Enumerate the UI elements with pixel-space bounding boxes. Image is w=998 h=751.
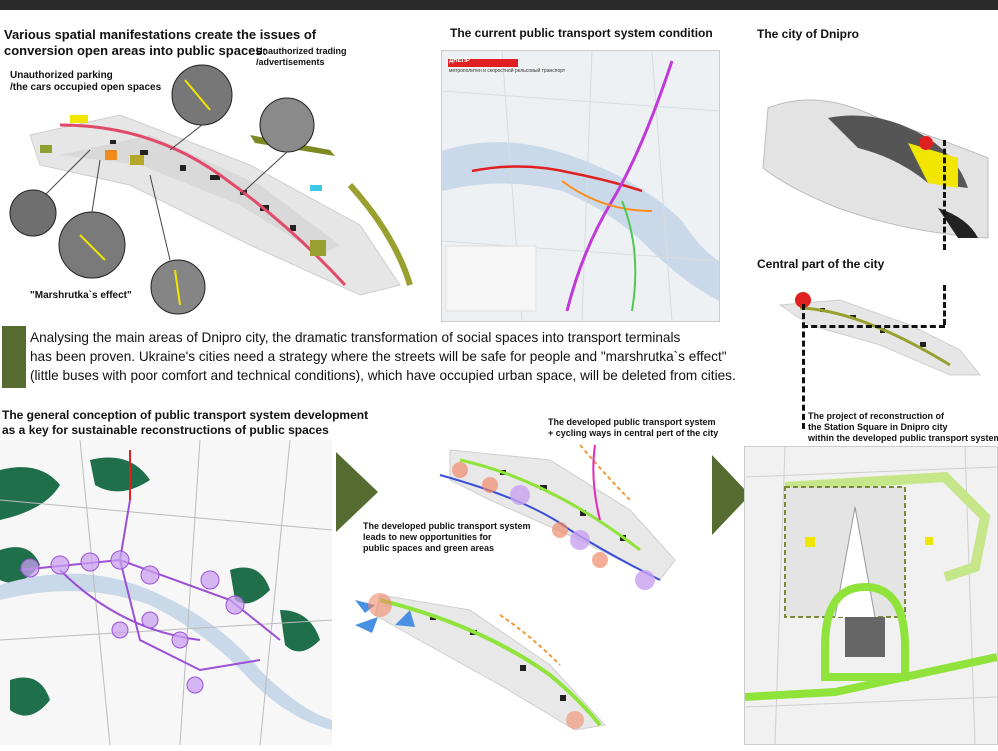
marshrutka-effect-label: "Marshrutka`s effect"	[30, 290, 132, 301]
issues-map	[0, 55, 420, 315]
connector-horizontal	[802, 325, 945, 328]
top-bar	[0, 0, 998, 10]
developed-cycling-1: The developed public transport system	[548, 417, 716, 427]
unauthorized-parking-label-1: Unauthorized parking	[10, 70, 113, 81]
developed-cycling-2: + cycling ways in central pert of the ci…	[548, 428, 719, 438]
map-legend-subtitle: метрополитен и скоростной рельсовый тран…	[449, 68, 566, 74]
conception-map	[0, 440, 332, 745]
conception-title-2: as a key for sustainable reconstructions…	[2, 423, 329, 437]
current-system-map: ДНЕПР метрополитен и скоростной рельсовы…	[441, 50, 720, 322]
opportunities-2: leads to new opportunities for	[363, 532, 492, 542]
central-map	[760, 280, 994, 380]
paragraph-line-1: Analysing the main areas of Dnipro city,…	[30, 330, 681, 345]
paragraph-line-2: has been proven. Ukraine's cities need a…	[30, 349, 727, 364]
reconstruction-3: within the developed public transport sy…	[808, 433, 998, 443]
city-title: The city of Dnipro	[757, 27, 859, 41]
analysis-paragraph: Analysing the main areas of Dnipro city,…	[30, 328, 800, 385]
unauthorized-parking-label-2: /the cars occupied open spaces	[10, 82, 162, 93]
current-system-title: The current public transport system cond…	[450, 26, 713, 40]
reconstruction-plan	[744, 446, 998, 745]
developed-cycling-map	[430, 440, 700, 600]
unauthorized-trading-label-1: Unauthorized trading	[256, 46, 347, 56]
paragraph-line-3: (little buses with poor comfort and tech…	[30, 368, 736, 383]
unauthorized-trading-label-2: /advertisements	[256, 57, 325, 67]
paragraph-marker	[2, 326, 26, 388]
opportunities-1: The developed public transport system	[363, 521, 531, 531]
map-legend-city: ДНЕПР	[449, 58, 470, 64]
arrow-right-1	[336, 452, 378, 532]
central-title: Central part of the city	[757, 257, 885, 271]
connector-vertical	[802, 304, 805, 429]
opportunities-3: public spaces and green areas	[363, 543, 495, 553]
issues-title-line2: conversion open areas into public spaces…	[4, 43, 267, 58]
reconstruction-1: The project of reconstruction of	[808, 411, 945, 421]
connector-central-to-project	[943, 285, 946, 325]
reconstruction-2: the Station Square in Dnipro city	[808, 422, 948, 432]
developed-opportunities-map	[350, 555, 620, 740]
conception-title-1: The general conception of public transpo…	[2, 408, 369, 422]
arrow-right-2	[712, 455, 750, 535]
city-map	[758, 48, 994, 243]
connector-city-to-central	[943, 140, 946, 250]
issues-title-line1: Various spatial manifestations create th…	[4, 27, 317, 42]
